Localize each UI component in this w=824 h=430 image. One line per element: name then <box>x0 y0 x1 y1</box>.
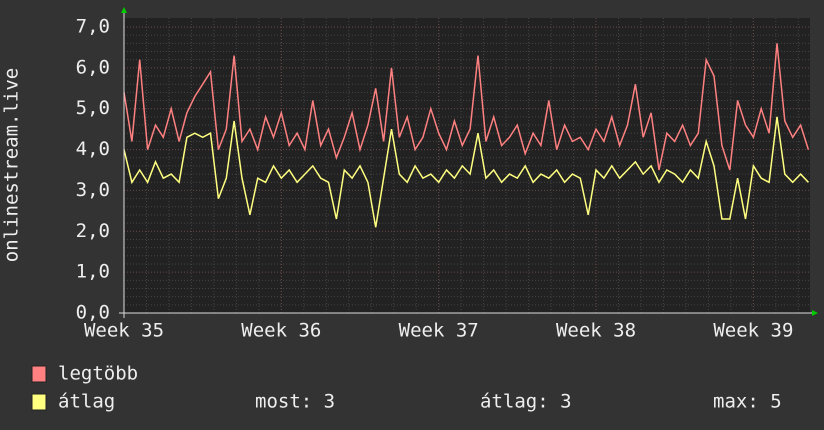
y-tick-label: 1,0 <box>76 261 110 283</box>
series-line <box>123 116 809 228</box>
x-tick-label: Week 37 <box>399 320 479 342</box>
legend-label: átlag <box>58 391 115 413</box>
x-axis-arrow <box>812 310 818 316</box>
y-tick-label: 7,0 <box>76 16 110 38</box>
stat-max: max: 5 <box>713 391 782 413</box>
x-tick-label: Week 38 <box>556 320 636 342</box>
x-tick-label: Week 35 <box>84 320 164 342</box>
stat-average: átlag: 3 <box>480 391 572 413</box>
stat-current: most: 3 <box>255 391 335 413</box>
legend-swatch <box>31 393 47 411</box>
x-tick-label: Week 36 <box>241 320 321 342</box>
y-tick-label: 2,0 <box>76 220 110 242</box>
y-tick-label: 3,0 <box>76 179 110 201</box>
legend-label: legtöbb <box>58 363 138 385</box>
y-axis-label: onlinestream.live <box>1 68 23 262</box>
y-tick-label: 4,0 <box>76 138 110 160</box>
y-tick-label: 0,0 <box>76 302 110 324</box>
legend: legtöbb átlag <box>31 363 138 413</box>
legend-swatch <box>31 365 47 383</box>
lines <box>123 43 810 228</box>
series-line <box>123 43 810 171</box>
y-tick-label: 5,0 <box>76 97 110 119</box>
y-tick-label: 6,0 <box>76 56 110 78</box>
x-tick-label: Week 39 <box>713 320 793 342</box>
y-axis-arrow <box>121 7 127 13</box>
